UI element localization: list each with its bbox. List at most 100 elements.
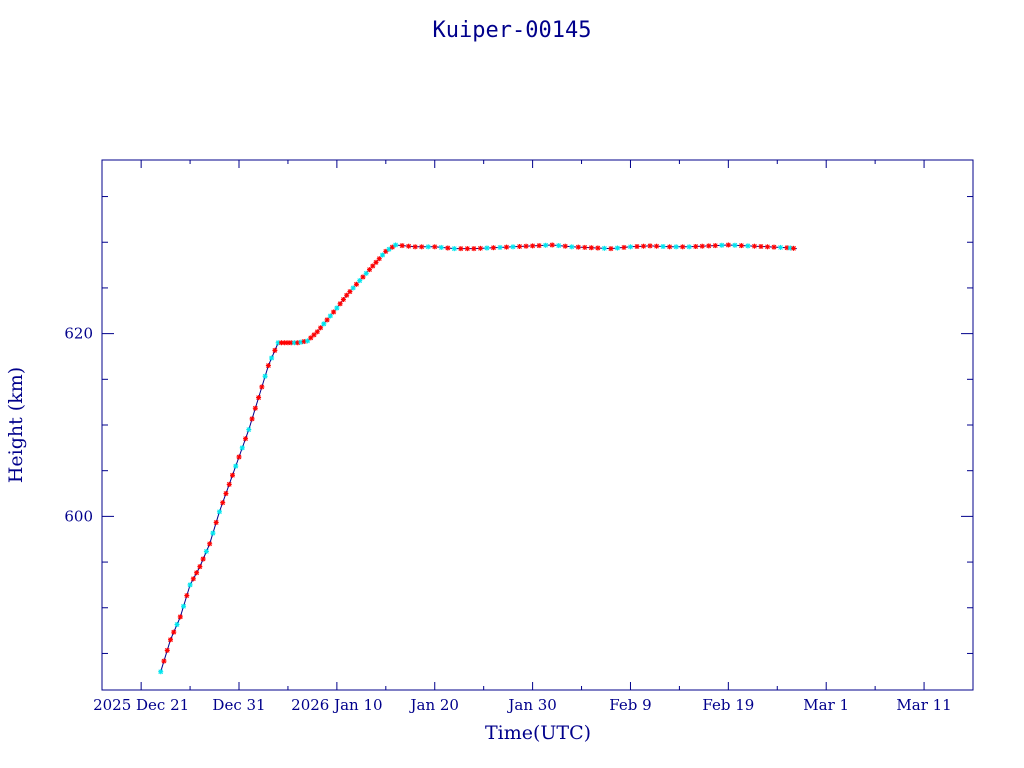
y-axis-label: Height (km) — [5, 367, 27, 483]
data-point — [331, 309, 337, 315]
data-point — [497, 244, 503, 250]
data-point — [210, 530, 216, 536]
data-point — [517, 244, 523, 250]
data-point — [321, 321, 327, 327]
data-point — [393, 242, 399, 248]
data-point — [451, 246, 457, 252]
data-point — [161, 658, 167, 664]
series-layer — [158, 242, 797, 675]
data-point — [660, 244, 666, 250]
data-point — [252, 405, 258, 411]
data-point — [259, 384, 265, 390]
data-point — [233, 463, 239, 469]
data-point — [582, 244, 588, 250]
data-point — [751, 243, 757, 249]
data-point — [530, 243, 536, 249]
data-point — [220, 500, 226, 506]
data-point — [363, 270, 369, 276]
data-point — [236, 454, 242, 460]
data-point — [314, 329, 320, 335]
data-point — [194, 570, 200, 576]
data-point — [504, 244, 510, 250]
data-point — [425, 244, 431, 250]
data-point — [213, 519, 219, 525]
data-point — [207, 541, 213, 547]
data-point — [791, 245, 797, 251]
data-point — [357, 278, 363, 284]
data-point — [380, 252, 386, 258]
data-point — [419, 244, 425, 250]
data-point — [366, 267, 372, 273]
data-point — [216, 509, 222, 515]
data-point — [200, 556, 206, 562]
x-tick-label: Mar 1 — [803, 696, 849, 714]
data-point — [226, 481, 232, 487]
data-point — [595, 245, 601, 251]
data-point — [360, 274, 366, 280]
data-point — [239, 445, 245, 451]
data-point — [569, 244, 575, 250]
data-point — [536, 243, 542, 249]
data-point — [262, 373, 268, 379]
data-point — [249, 416, 255, 422]
data-point — [490, 245, 496, 251]
data-point — [350, 285, 356, 291]
data-point — [510, 244, 516, 250]
data-point — [484, 245, 490, 251]
data-point — [171, 629, 177, 635]
data-point — [324, 317, 330, 323]
data-point — [370, 263, 376, 269]
data-point — [771, 244, 777, 250]
data-point — [246, 427, 252, 433]
data-point — [334, 305, 340, 311]
data-point — [634, 244, 640, 250]
data-point — [764, 244, 770, 250]
data-point — [445, 245, 451, 251]
data-point — [301, 339, 307, 345]
x-tick-label: Feb 19 — [702, 696, 754, 714]
x-tick-label: 2026 Jan 10 — [291, 696, 382, 714]
data-point — [174, 622, 180, 628]
data-point — [190, 576, 196, 582]
data-point — [337, 301, 343, 307]
data-point — [608, 246, 614, 252]
data-point — [738, 243, 744, 249]
data-point — [732, 242, 738, 248]
y-tick-label: 620 — [64, 325, 93, 343]
data-point — [458, 246, 464, 252]
data-point — [406, 243, 412, 249]
x-tick-label: Dec 31 — [212, 696, 265, 714]
data-point — [223, 491, 229, 497]
data-point — [523, 243, 529, 249]
data-point — [177, 614, 183, 620]
data-point — [327, 313, 333, 319]
data-point — [654, 243, 660, 249]
y-axis: 600 620 — [64, 196, 973, 654]
data-point — [344, 292, 350, 298]
data-point — [588, 245, 594, 251]
x-axis-label: Time(UTC) — [485, 722, 591, 744]
data-point — [556, 243, 562, 249]
data-point — [477, 245, 483, 251]
data-point — [340, 297, 346, 303]
data-point — [187, 582, 193, 588]
data-point — [673, 244, 679, 250]
x-tick-label: 2025 Dec 21 — [93, 696, 189, 714]
data-point — [164, 647, 170, 653]
data-point — [265, 363, 271, 369]
data-point — [562, 243, 568, 249]
series-line — [160, 244, 797, 672]
data-point — [184, 593, 190, 599]
x-tick-label: Jan 20 — [408, 696, 458, 714]
data-point — [269, 355, 275, 361]
data-point — [641, 243, 647, 249]
x-tick-label: Jan 30 — [506, 696, 556, 714]
data-point — [543, 242, 549, 248]
data-point — [575, 244, 581, 250]
data-point — [203, 548, 209, 554]
data-point — [197, 564, 203, 570]
y-tick-label: 600 — [64, 507, 93, 525]
data-point — [158, 669, 164, 675]
data-point — [412, 244, 418, 250]
